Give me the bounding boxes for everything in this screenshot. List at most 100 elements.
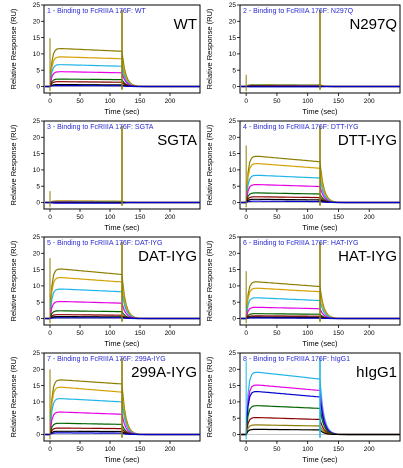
y-tick-label: 5: [232, 67, 236, 74]
x-tick-label: 50: [76, 214, 84, 221]
x-axis-title: Time (sec): [302, 455, 338, 464]
panel-title: 2 - Binding to FcRIIIA 176F: N297Q: [243, 8, 354, 15]
panel-title: 5 - Binding to FcRIIIA 176F: DAT-IYG: [47, 240, 162, 247]
y-tick-label: 25: [229, 2, 237, 9]
y-axis-title: Relative Response (RU): [9, 124, 18, 205]
x-tick-label: 150: [333, 98, 344, 105]
x-tick-label: 200: [364, 330, 375, 337]
y-tick-label: 0: [36, 200, 40, 207]
construct-label: DTT-IYG: [338, 132, 397, 149]
x-tick-label: 50: [76, 330, 84, 337]
y-axis-title: Relative Response (RU): [9, 240, 18, 321]
construct-label: HAT-IYG: [338, 248, 397, 265]
x-tick-label: 50: [273, 98, 281, 105]
x-tick-label: 200: [165, 214, 176, 221]
y-tick-label: 15: [229, 151, 237, 158]
y-tick-label: 20: [229, 366, 237, 373]
x-axis-title: Time (sec): [302, 339, 338, 348]
panel-title: 1 - Binding to FcRIIIA 176F: WT: [47, 8, 147, 15]
y-tick-label: 0: [232, 316, 236, 323]
y-tick-label: 15: [229, 383, 237, 390]
y-tick-label: 0: [232, 84, 236, 91]
y-tick-label: 15: [33, 151, 41, 158]
y-tick-label: 20: [33, 18, 41, 25]
x-tick-label: 200: [364, 446, 375, 453]
panel-title: 8 - Binding to FcRIIIA 176F: hIgG1: [243, 356, 350, 363]
x-tick-label: 150: [135, 330, 146, 337]
x-tick-label: 150: [333, 330, 344, 337]
y-axis-title: Relative Response (RU): [205, 356, 214, 437]
x-axis-title: Time (sec): [104, 107, 140, 116]
sensorgram-panel-6: 0 5 10 15 20 25 0 50 100 150 200 6 - Binding to FcR…: [205, 234, 401, 348]
x-axis-title: Time (sec): [104, 223, 140, 232]
y-tick-label: 25: [33, 118, 41, 125]
construct-label: DAT-IYG: [138, 248, 197, 265]
sensorgram-panel-7: 0 5 10 15 20 25 0 50 100 150 200 7 - Binding to FcR…: [9, 350, 201, 464]
panel-title: 6 - Binding to FcRIIIA 176F: HAT-IYG: [243, 240, 358, 247]
x-tick-label: 100: [302, 446, 313, 453]
y-tick-label: 25: [33, 2, 41, 9]
construct-label: hIgG1: [356, 364, 397, 381]
x-tick-label: 100: [105, 214, 116, 221]
y-tick-label: 25: [229, 234, 237, 241]
panel-title: 7 - Binding to FcRIIIA 176F: 299A-IYG: [47, 356, 166, 363]
y-tick-label: 10: [33, 167, 41, 174]
x-axis-title: Time (sec): [302, 223, 338, 232]
y-tick-label: 0: [36, 84, 40, 91]
y-tick-label: 25: [229, 118, 237, 125]
x-tick-label: 100: [302, 98, 313, 105]
x-tick-label: 50: [273, 446, 281, 453]
x-tick-label: 150: [135, 214, 146, 221]
x-tick-label: 150: [333, 214, 344, 221]
x-tick-label: 0: [48, 446, 52, 453]
y-tick-label: 10: [33, 51, 41, 58]
y-tick-label: 20: [33, 366, 41, 373]
x-tick-label: 50: [76, 446, 84, 453]
y-tick-label: 20: [229, 134, 237, 141]
y-tick-label: 15: [33, 35, 41, 42]
sensorgram-panel-2: 0 5 10 15 20 25 0 50 100 150 200 2 - Binding to FcR…: [205, 2, 401, 116]
y-tick-label: 10: [33, 283, 41, 290]
x-tick-label: 0: [244, 98, 248, 105]
x-tick-label: 0: [48, 98, 52, 105]
y-tick-label: 15: [229, 267, 237, 274]
x-tick-label: 200: [364, 214, 375, 221]
construct-label: SGTA: [157, 132, 197, 149]
x-tick-label: 100: [302, 330, 313, 337]
y-tick-label: 5: [36, 183, 40, 190]
x-tick-label: 0: [48, 214, 52, 221]
x-tick-label: 50: [76, 98, 84, 105]
x-tick-label: 100: [105, 446, 116, 453]
x-axis-title: Time (sec): [104, 339, 140, 348]
x-tick-label: 200: [364, 98, 375, 105]
y-tick-label: 15: [33, 383, 41, 390]
panel-title: 4 - Binding to FcRIIIA 176F: DTT-IYG: [243, 124, 359, 131]
y-axis-title: Relative Response (RU): [205, 8, 214, 89]
y-axis-title: Relative Response (RU): [205, 240, 214, 321]
x-tick-label: 0: [244, 446, 248, 453]
y-tick-label: 0: [36, 432, 40, 439]
construct-label: 299A-IYG: [131, 364, 197, 381]
y-tick-label: 5: [36, 299, 40, 306]
x-tick-label: 100: [105, 98, 116, 105]
x-tick-label: 150: [135, 446, 146, 453]
y-tick-label: 20: [33, 134, 41, 141]
y-tick-label: 15: [33, 267, 41, 274]
y-tick-label: 5: [36, 415, 40, 422]
y-tick-label: 5: [232, 183, 236, 190]
y-tick-label: 10: [229, 283, 237, 290]
sensorgram-panel-3: 0 5 10 15 20 25 0 50 100 150 200 3 - Binding to FcR…: [9, 118, 201, 232]
y-tick-label: 0: [232, 432, 236, 439]
x-tick-label: 0: [48, 330, 52, 337]
x-axis-title: Time (sec): [302, 107, 338, 116]
x-tick-label: 200: [165, 98, 176, 105]
y-axis-title: Relative Response (RU): [9, 8, 18, 89]
x-tick-label: 0: [244, 330, 248, 337]
y-tick-label: 5: [36, 67, 40, 74]
x-tick-label: 50: [273, 330, 281, 337]
y-tick-label: 5: [232, 299, 236, 306]
y-tick-label: 10: [229, 399, 237, 406]
y-tick-label: 25: [229, 350, 237, 357]
y-tick-label: 20: [229, 18, 237, 25]
